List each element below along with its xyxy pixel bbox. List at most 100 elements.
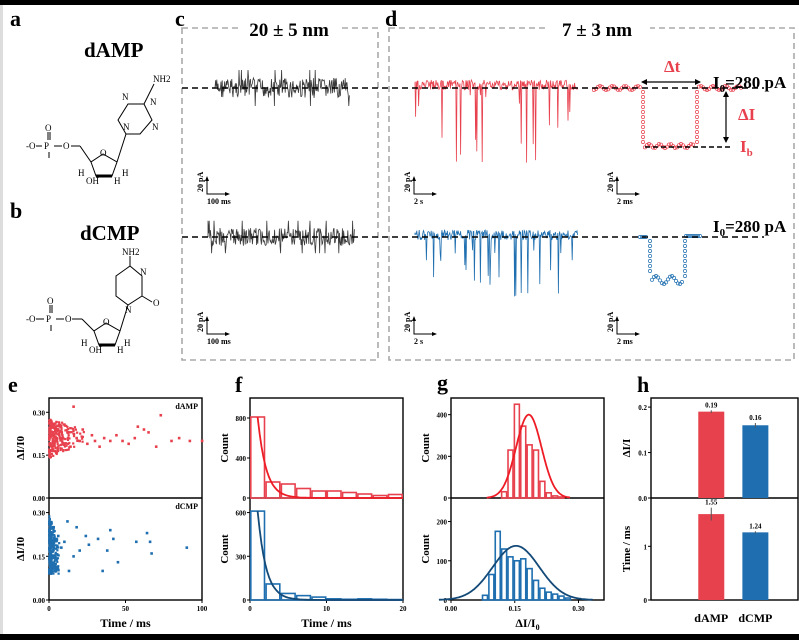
scatter-point — [54, 570, 57, 573]
scatter-point — [145, 531, 149, 535]
scatter-point — [53, 547, 56, 550]
event-point — [648, 249, 652, 253]
scatter-point — [53, 541, 56, 544]
y-tick-label: 0.0 — [638, 495, 647, 503]
scatter-point — [52, 544, 55, 547]
scatter-point — [90, 433, 94, 437]
event-point — [667, 142, 671, 147]
event-point — [641, 135, 645, 139]
scatter-point — [188, 439, 192, 443]
scatter-point — [53, 569, 56, 573]
scatter-point — [51, 430, 55, 434]
scatter-point — [50, 558, 53, 562]
scatter-point — [52, 548, 55, 551]
y-tick-label: 0 — [644, 597, 648, 605]
baseline-label-top: I0=280 pA — [713, 73, 787, 95]
scatter-point — [55, 540, 58, 543]
event-point — [666, 277, 670, 282]
scatter-point — [51, 570, 54, 573]
histogram-bar — [545, 491, 553, 499]
event-point — [641, 100, 645, 104]
scatter-point — [59, 425, 62, 428]
scatter-point — [48, 539, 51, 542]
scatter-point — [50, 563, 54, 567]
scatter-point — [49, 549, 52, 552]
arrow-up-icon — [412, 316, 416, 321]
scatter-point — [54, 551, 57, 554]
phosphate-p: P — [46, 314, 51, 324]
scatter-point — [57, 445, 60, 448]
event-point — [628, 87, 632, 92]
scatter-point — [50, 425, 53, 428]
scatter-point — [68, 437, 71, 440]
event-point — [717, 88, 721, 92]
scatter-point — [52, 444, 55, 447]
scatter-point — [51, 439, 55, 442]
scatter-point — [53, 439, 57, 443]
scatter-point — [49, 420, 52, 423]
arrow-right-icon — [635, 192, 640, 196]
histogram-bar — [481, 594, 489, 601]
scatter-point — [48, 530, 51, 533]
scatter-point — [48, 454, 51, 457]
scatter-point — [52, 540, 56, 543]
hydroxyl: OH — [89, 345, 102, 355]
x-tick-label: 100 — [197, 605, 208, 613]
scatter-point — [73, 445, 76, 448]
x-tick-label: 20 — [400, 605, 408, 613]
scatter-point — [52, 454, 55, 457]
event-point — [638, 85, 642, 90]
scatter-point — [62, 423, 65, 426]
bottom-border — [0, 634, 799, 640]
scatter-point — [53, 449, 57, 453]
scatter-point — [50, 550, 53, 553]
scatter-point — [51, 541, 54, 544]
scatter-point — [48, 517, 51, 520]
scatter-point — [51, 437, 54, 440]
x-tick-label: 0 — [248, 605, 252, 613]
scale-bar-y-label: 20 pA — [606, 312, 615, 332]
histogram-bar — [280, 483, 296, 499]
scatter-point — [59, 447, 62, 450]
scatter-point — [48, 557, 51, 561]
scatter-point — [177, 436, 181, 440]
event-point — [683, 274, 687, 278]
scatter-point — [67, 434, 70, 437]
event-point — [695, 110, 699, 114]
n-atom: N — [123, 122, 130, 132]
scatter-point — [52, 563, 55, 566]
event-point — [641, 95, 645, 99]
scatter-point — [50, 554, 53, 557]
event-point — [641, 115, 645, 119]
chart-e-legend-dAMP: dAMP — [175, 402, 198, 411]
chart-g: 0.00 0.15 0.30 ΔI/I0 0 200 400 Count 0 100 200 Coun… — [420, 397, 605, 632]
event-point — [697, 84, 701, 89]
event-point — [598, 84, 602, 88]
scatter-point — [53, 442, 56, 446]
scatter-point — [70, 431, 73, 434]
scatter-point — [109, 528, 112, 532]
panel-c-title: 20 ± 5 nm — [249, 20, 329, 41]
histogram-bar — [532, 579, 540, 601]
chart-f-dCMP-y-label: Count — [219, 534, 231, 564]
histogram-bar — [558, 595, 565, 601]
molecule-title-damp: dAMP — [84, 38, 144, 62]
scatter-point — [54, 436, 57, 440]
amine-label: NH2 — [122, 247, 140, 257]
scatter-point — [93, 439, 97, 443]
scatter-point — [52, 449, 55, 452]
scatter-point — [57, 546, 60, 549]
bar-value-label: 1.55 — [705, 499, 718, 507]
event-point — [695, 115, 699, 119]
scatter-point — [48, 555, 51, 558]
scatter-point — [80, 435, 83, 438]
event-point — [664, 280, 668, 285]
n-atom: N — [150, 97, 157, 107]
y-tick-label: 1 — [644, 543, 648, 551]
scatter-point — [48, 532, 52, 535]
scatter-point — [48, 525, 51, 529]
scatter-point — [51, 550, 54, 554]
scatter-point — [52, 572, 55, 575]
scatter-point — [72, 442, 75, 445]
event-point — [641, 130, 645, 134]
